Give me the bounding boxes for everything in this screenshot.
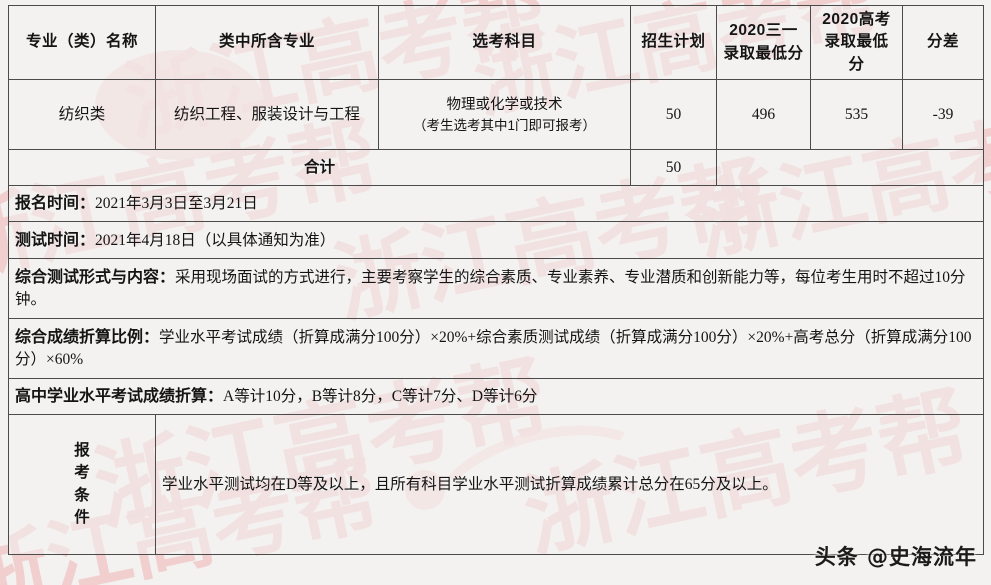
cell-score-gaokao: 535 [810,79,903,151]
admission-table: 专业（类）名称 类中所含专业 选考科目 招生计划 2020三一 录取最低分 20… [8,4,984,556]
admission-table-wrapper: 专业（类）名称 类中所含专业 选考科目 招生计划 2020三一 录取最低分 20… [8,4,984,566]
table-total-row: 合计 50 [8,149,984,187]
note-score-ratio-text: 学业水平考试成绩（折算成满分100分）×20%+综合素质测试成绩（折算成满分10… [15,328,972,369]
note-score-ratio-label: 综合成绩折算比例： [15,328,160,346]
note-test-format: 综合测试形式与内容：采用现场面试的方式进行，主要考察学生的综合素质、专业素养、专… [8,258,984,320]
header-score-gaokao-line1: 2020高考 [822,11,891,28]
note-test-time: 测试时间：2021年4月18日（以具体通知为准） [8,221,984,260]
condition-label-char-3: 条 [74,486,90,504]
cell-major-group: 纺织类 [8,79,156,151]
note-row-registration-time: 报名时间：2021年3月3日至3月21日 [8,185,984,223]
note-row-grade-conversion: 高中学业水平考试成绩折算：A等计10分，B等计8分，C等计7分、D等计6分 [8,378,984,416]
condition-label-char-2: 考 [74,464,90,482]
note-grade-conversion-label: 高中学业水平考试成绩折算： [15,388,224,406]
note-grade-conversion: 高中学业水平考试成绩折算：A等计10分，B等计8分，C等计7分、D等计6分 [8,378,984,416]
cell-plan: 50 [630,79,717,151]
total-empty [716,149,984,187]
cell-majors: 纺织工程、服装设计与工程 [155,79,379,151]
cell-subjects-line2: （考生选考其中1门即可报考） [412,117,596,133]
note-score-ratio: 综合成绩折算比例：学业水平考试成绩（折算成满分100分）×20%+综合素质测试成… [8,318,984,380]
total-label: 合计 [8,149,631,187]
note-grade-conversion-text: A等计10分，B等计8分，C等计7分、D等计6分 [223,388,538,406]
header-plan: 招生计划 [630,4,717,81]
note-test-time-text: 2021年4月18日（以具体通知为准） [95,231,336,249]
cell-subjects: 物理或化学或技术 （考生选考其中1门即可报考） [378,79,631,151]
header-score-sanyi-2020: 2020三一 录取最低分 [716,4,811,81]
note-row-score-ratio: 综合成绩折算比例：学业水平考试成绩（折算成满分100分）×20%+综合素质测试成… [8,318,984,380]
header-score-sanyi-line1: 2020三一 [729,22,798,40]
condition-label-char-4: 件 [74,509,90,527]
header-major-group: 专业（类）名称 [8,4,156,81]
table-header-row: 专业（类）名称 类中所含专业 选考科目 招生计划 2020三一 录取最低分 20… [8,4,984,81]
header-score-gaokao-line2: 录取最低分 [824,33,889,73]
note-row-test-format: 综合测试形式与内容：采用现场面试的方式进行，主要考察学生的综合素质、专业素养、专… [8,258,984,320]
note-row-test-time: 测试时间：2021年4月18日（以具体通知为准） [8,221,984,260]
note-test-format-text: 采用现场面试的方式进行，主要考察学生的综合素质、专业素养、专业潜质和创新能力等，… [15,268,966,309]
condition-text: 学业水平测试均在D等及以上，且所有科目学业水平测试折算成绩累计总分在65分及以上… [155,414,984,556]
total-plan: 50 [630,149,717,187]
cell-subjects-line1: 物理或化学或技术 [446,96,563,113]
note-test-format-label: 综合测试形式与内容： [15,268,176,286]
credit-attribution: 头条 @史海流年 [814,545,977,569]
note-test-time-label: 测试时间： [15,231,96,249]
header-score-gaokao-2020: 2020高考 录取最低分 [810,4,903,81]
note-registration-time-label: 报名时间： [15,195,96,213]
header-diff: 分差 [902,4,984,81]
header-score-sanyi-line2: 录取最低分 [723,44,804,62]
condition-vertical-label: 报 考 条 件 [8,414,156,556]
condition-row: 报 考 条 件 学业水平测试均在D等及以上，且所有科目学业水平测试折算成绩累计总… [8,414,984,556]
cell-diff: -39 [902,79,984,151]
header-subjects: 选考科目 [378,4,631,81]
table-row: 纺织类 纺织工程、服装设计与工程 物理或化学或技术 （考生选考其中1门即可报考）… [8,79,984,151]
note-registration-time: 报名时间：2021年3月3日至3月21日 [8,185,984,223]
header-majors: 类中所含专业 [155,4,379,81]
cell-score-sanyi: 496 [716,79,811,151]
condition-label-char-1: 报 [74,441,90,459]
note-registration-time-text: 2021年3月3日至3月21日 [95,195,258,213]
